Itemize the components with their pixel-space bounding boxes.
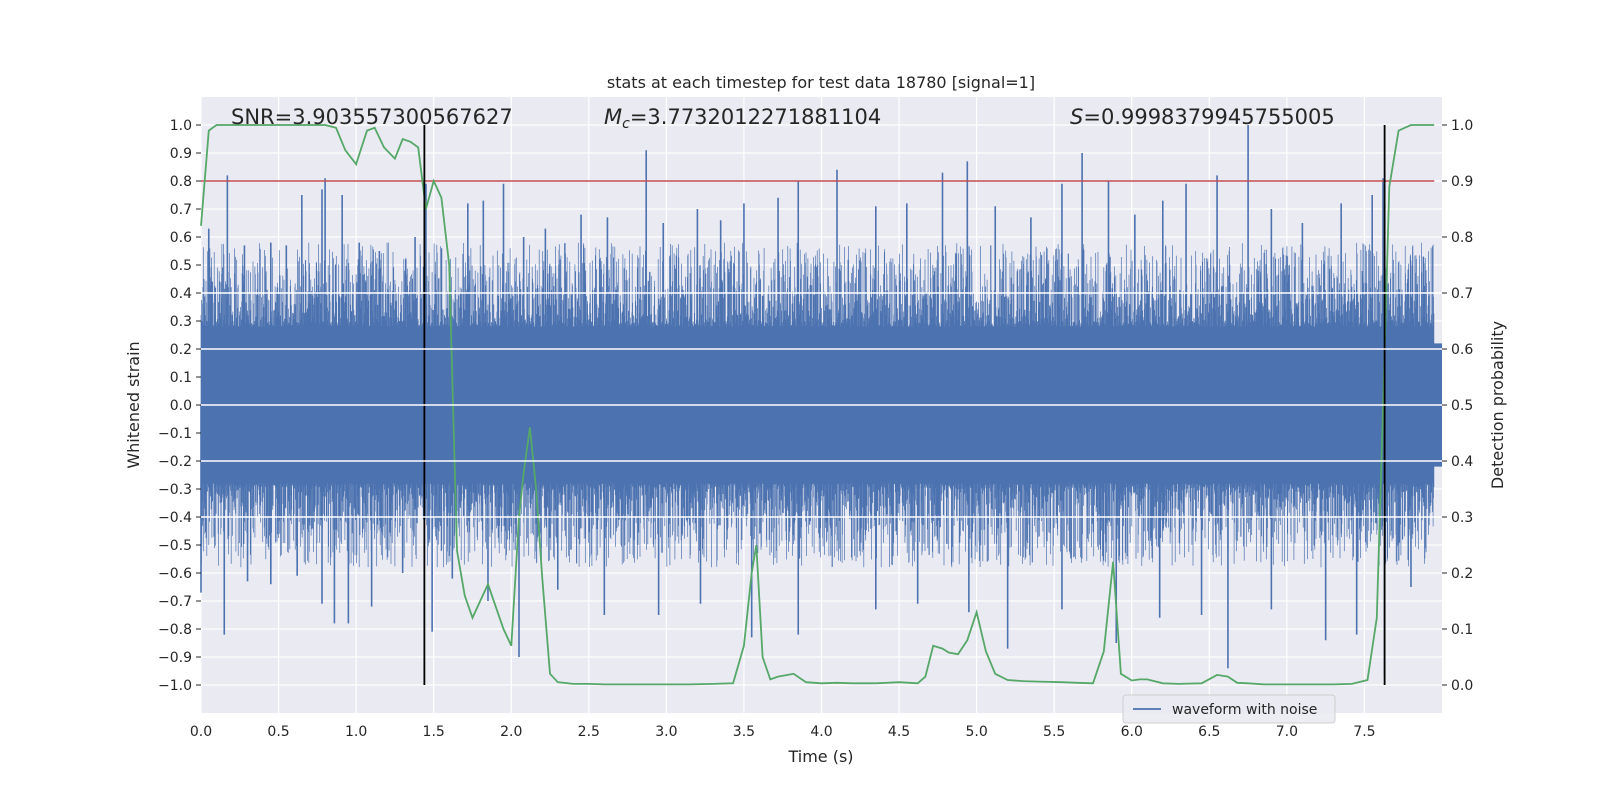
left-y-tick-label: −0.4 — [158, 510, 192, 526]
chirp-mass-annotation: Mc=3.7732012271881104 — [604, 105, 881, 132]
x-tick-label: 5.0 — [965, 724, 987, 740]
x-axis-label: Time (s) — [787, 747, 853, 766]
x-tick-label: 7.5 — [1353, 724, 1375, 740]
right-y-axis-ticks: 1.0 0.9 0.8 0.7 0.6 0.5 0.4 0.3 0.2 0.1 0.0 — [1442, 118, 1473, 694]
left-y-tick-label: −0.3 — [158, 482, 192, 498]
left-y-tick-label: −0.8 — [158, 622, 192, 638]
right-y-tick-label: 0.7 — [1451, 286, 1473, 302]
left-y-tick-label: −0.5 — [158, 538, 192, 554]
x-tick-label: 4.0 — [810, 724, 832, 740]
detection-probability-line — [200, 124, 1435, 686]
right-y-tick-label: 0.5 — [1451, 398, 1473, 414]
left-y-axis-label: Whitened strain — [124, 341, 143, 468]
score-symbol: S — [1070, 105, 1083, 129]
x-tick-label: 2.5 — [578, 724, 600, 740]
x-axis-ticks: 0.0 0.5 1.0 1.5 2.0 2.5 3.0 3.5 4.0 4.5 5.0 5.5 6.0 6… — [190, 724, 1376, 740]
x-tick-label: 2.0 — [500, 724, 522, 740]
legend-label-waveform: waveform with noise — [1172, 702, 1317, 718]
right-y-tick-label: 0.3 — [1451, 510, 1473, 526]
x-tick-label: 3.5 — [733, 724, 755, 740]
left-y-tick-label: 0.4 — [170, 286, 192, 302]
x-tick-label: 0.0 — [190, 724, 212, 740]
legend: waveform with noise — [1122, 694, 1336, 724]
x-tick-label: 6.5 — [1198, 724, 1220, 740]
left-y-tick-label: 0.7 — [170, 202, 192, 218]
score-value: =0.9998379945755005 — [1083, 105, 1334, 129]
left-y-tick-label: −0.7 — [158, 594, 192, 610]
right-y-tick-label: 0.4 — [1451, 454, 1473, 470]
right-y-tick-label: 0.1 — [1451, 622, 1473, 638]
right-y-tick-label: 1.0 — [1451, 118, 1473, 134]
left-y-tick-label: −0.1 — [158, 426, 192, 442]
left-y-tick-label: 0.3 — [170, 314, 192, 330]
legend-box — [1122, 694, 1336, 724]
chirp-mass-subscript: c — [622, 116, 630, 132]
left-y-axis-ticks: 1.0 0.9 0.8 0.7 0.6 0.5 0.4 0.3 0.2 0.1 0.0 −0.1 −0.… — [158, 118, 201, 694]
left-y-tick-label: −0.6 — [158, 566, 192, 582]
left-y-tick-label: 1.0 — [170, 118, 192, 134]
right-y-tick-label: 0.0 — [1451, 678, 1473, 694]
x-tick-label: 4.5 — [888, 724, 910, 740]
x-tick-label: 1.0 — [345, 724, 367, 740]
x-tick-label: 6.0 — [1121, 724, 1143, 740]
right-y-tick-label: 0.2 — [1451, 566, 1473, 582]
right-y-tick-label: 0.6 — [1451, 342, 1473, 358]
x-tick-label: 1.5 — [423, 724, 445, 740]
right-y-tick-label: 0.8 — [1451, 230, 1473, 246]
left-y-tick-label: 0.5 — [170, 258, 192, 274]
x-tick-label: 7.0 — [1276, 724, 1298, 740]
right-y-axis-label: Detection probability — [1488, 321, 1507, 489]
chart-title: stats at each timestep for test data 187… — [607, 73, 1035, 92]
chirp-mass-value: =3.7732012271881104 — [630, 105, 881, 129]
snr-annotation: SNR=3.903557300567627 — [231, 105, 513, 129]
right-y-tick-label: 0.9 — [1451, 174, 1473, 190]
left-y-tick-label: −0.9 — [158, 650, 192, 666]
left-y-tick-label: 0.0 — [170, 398, 192, 414]
left-y-tick-label: 0.2 — [170, 342, 192, 358]
left-y-tick-label: 0.8 — [170, 174, 192, 190]
x-tick-label: 5.5 — [1043, 724, 1065, 740]
x-tick-label: 0.5 — [267, 724, 289, 740]
left-y-tick-label: 0.6 — [170, 230, 192, 246]
chirp-mass-symbol: M — [604, 105, 622, 129]
x-tick-label: 3.0 — [655, 724, 677, 740]
left-y-tick-label: −0.2 — [158, 454, 192, 470]
left-y-tick-label: 0.1 — [170, 370, 192, 386]
left-y-tick-label: 0.9 — [170, 146, 192, 162]
left-y-tick-label: −1.0 — [158, 678, 192, 694]
grid-overlay — [201, 292, 1442, 518]
score-annotation: S=0.9998379945755005 — [1070, 105, 1335, 129]
